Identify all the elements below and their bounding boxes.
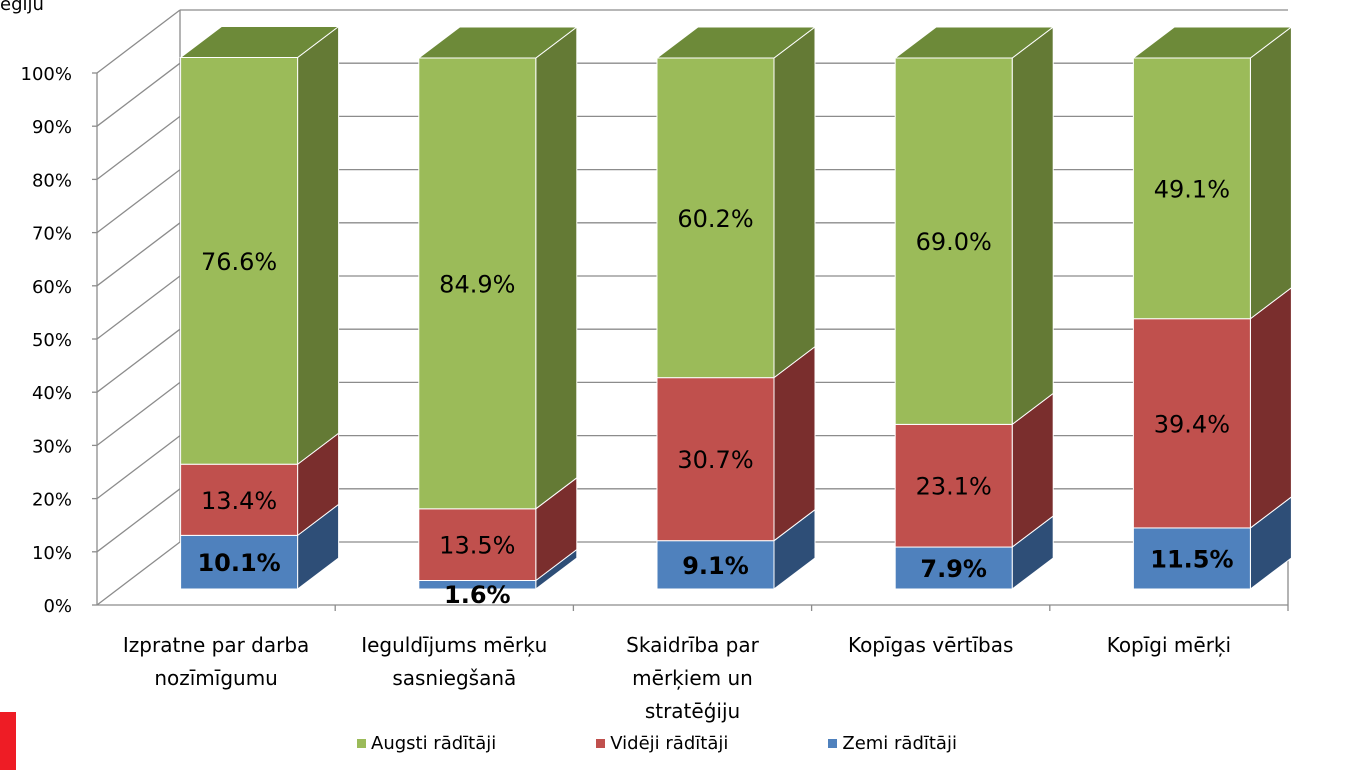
x-category-label: Kopīgas vērtības bbox=[848, 633, 1013, 657]
data-label: 1.6% bbox=[444, 581, 511, 609]
legend-item-mid: Vidēji rādītāji bbox=[596, 733, 728, 754]
data-label: 7.9% bbox=[920, 555, 987, 583]
bar-segment bbox=[180, 534, 299, 590]
bar-segment bbox=[894, 546, 1013, 590]
bar-side-face bbox=[1249, 25, 1292, 320]
y-tick-label: 40% bbox=[32, 383, 72, 404]
x-category-label: Ieguldījums mērķu bbox=[361, 633, 547, 657]
wall-gridline bbox=[96, 222, 181, 287]
legend-swatch-high bbox=[357, 739, 366, 748]
bar-top-face bbox=[417, 26, 579, 59]
bar-segment bbox=[894, 423, 1013, 548]
bar-segment bbox=[1132, 527, 1251, 590]
chart-legend: Augsti rādītāji Vidēji rādītāji Zemi rād… bbox=[357, 733, 1057, 754]
y-tick-label: 20% bbox=[32, 490, 72, 511]
legend-item-low: Zemi rādītāji bbox=[828, 733, 957, 754]
x-category-label: mērķiem un bbox=[632, 666, 753, 690]
wall-gridline bbox=[96, 169, 181, 234]
legend-label-high: Augsti rādītāji bbox=[371, 733, 497, 754]
bar-segment bbox=[894, 57, 1013, 425]
bar-side-face bbox=[1011, 25, 1054, 426]
data-label: 49.1% bbox=[1154, 175, 1230, 203]
bar-segment bbox=[180, 56, 299, 465]
data-label: 39.4% bbox=[1154, 410, 1230, 438]
wall-gridline bbox=[96, 9, 181, 74]
x-category-label: Kopīgi mērķi bbox=[1107, 633, 1231, 657]
data-label: 9.1% bbox=[682, 552, 749, 580]
y-tick-label: 70% bbox=[32, 224, 72, 245]
red-corner-mark bbox=[0, 712, 16, 770]
wall-gridline bbox=[96, 541, 181, 606]
bar-segment bbox=[418, 57, 537, 510]
bar-segment bbox=[1132, 318, 1251, 529]
legend-label-low: Zemi rādītāji bbox=[842, 733, 957, 754]
x-category-label: Skaidrība par bbox=[626, 633, 759, 657]
wall-gridline bbox=[96, 435, 181, 500]
y-tick-label: 100% bbox=[21, 64, 72, 85]
bar-top-face bbox=[893, 26, 1055, 59]
y-tick-label: 10% bbox=[32, 543, 72, 564]
bar-side-face bbox=[773, 345, 816, 542]
data-label: 84.9% bbox=[439, 270, 515, 298]
bar-top-face bbox=[179, 25, 341, 58]
data-label: 60.2% bbox=[677, 205, 753, 233]
y-tick-label: 80% bbox=[32, 170, 72, 191]
x-category-label: nozīmīgumu bbox=[154, 666, 278, 690]
data-label: 30.7% bbox=[677, 446, 753, 474]
wall-gridline bbox=[96, 275, 181, 340]
bar-segment bbox=[180, 463, 299, 536]
data-label: 11.5% bbox=[1150, 545, 1233, 573]
legend-swatch-mid bbox=[596, 739, 606, 748]
y-tick-label: 30% bbox=[32, 436, 72, 457]
wall-gridline bbox=[96, 328, 181, 393]
wall-gridline bbox=[96, 62, 181, 127]
bar-top-face bbox=[1131, 26, 1293, 59]
bar-side-face bbox=[773, 25, 816, 379]
legend-label-mid: Vidēji rādītāji bbox=[610, 733, 729, 754]
legend-item-high: Augsti rādītāji bbox=[357, 733, 496, 754]
x-category-label: stratēģiju bbox=[645, 699, 740, 723]
data-label: 13.4% bbox=[201, 487, 277, 515]
legend-swatch-low bbox=[828, 739, 838, 748]
x-category-label: sasniegšanā bbox=[392, 666, 516, 690]
bar-segment bbox=[656, 57, 775, 379]
wall-gridline bbox=[96, 381, 181, 446]
bar-side-face bbox=[1249, 286, 1292, 529]
y-tick-label: 90% bbox=[32, 117, 72, 138]
y-tick-label: 0% bbox=[43, 596, 72, 617]
wall-gridline bbox=[96, 115, 181, 180]
stacked-3d-bar-chart: 0% 10% 20% 30% 40% 50% 60% 70% 80% 90% 100% 10.1% 13… bbox=[21, 9, 1293, 723]
data-label: 76.6% bbox=[201, 248, 277, 276]
data-label: 69.0% bbox=[916, 228, 992, 256]
data-label: 13.5% bbox=[439, 532, 515, 560]
truncated-title-fragment: ēģiju bbox=[0, 0, 44, 15]
x-category-label: Izpratne par darba bbox=[123, 633, 309, 657]
data-label: 23.1% bbox=[916, 473, 992, 501]
bar-side-face bbox=[535, 25, 578, 510]
wall-gridline bbox=[96, 488, 181, 553]
bar-side-face bbox=[297, 25, 340, 466]
data-label: 10.1% bbox=[197, 549, 280, 577]
y-tick-label: 60% bbox=[32, 277, 72, 298]
bar-segment bbox=[656, 377, 775, 542]
bar-top-face bbox=[655, 26, 817, 59]
y-tick-label: 50% bbox=[32, 330, 72, 351]
